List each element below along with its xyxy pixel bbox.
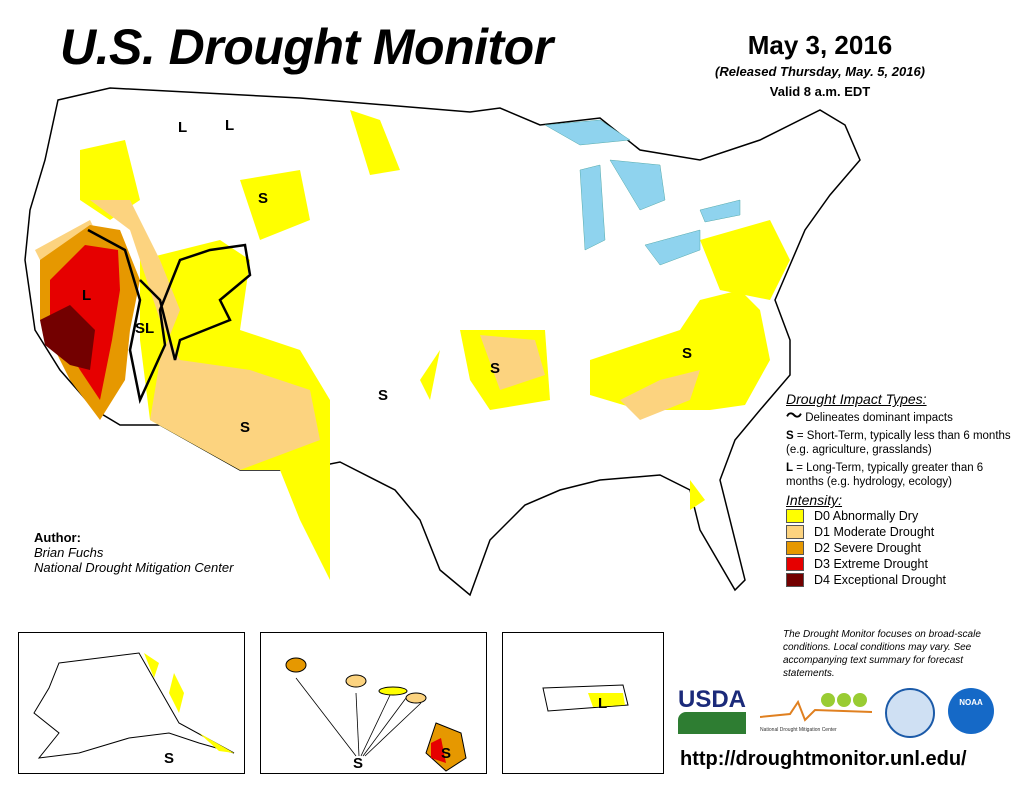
- label-s-hi-1: S: [353, 755, 363, 772]
- impact-boundary: [87, 228, 252, 405]
- author-name: Brian Fuchs: [34, 545, 104, 560]
- legend-d1: D1 Moderate Drought: [786, 525, 1022, 539]
- page-title: U.S. Drought Monitor: [60, 19, 553, 75]
- conus-outline: [24, 87, 861, 597]
- delineates-text: Delineates dominant impacts: [805, 412, 953, 424]
- noaa-logo: NOAA: [948, 688, 994, 734]
- valid-time: Valid 8 a.m. EDT: [769, 84, 871, 99]
- author-block: Author: Brian Fuchs National Drought Mit…: [34, 530, 233, 575]
- label-l-2: L: [225, 117, 234, 134]
- label-s-az: S: [240, 419, 250, 436]
- label-l-ca: L: [82, 287, 91, 304]
- hawaii-inset: S S: [260, 632, 487, 774]
- label-s-hi-2: S: [441, 745, 451, 762]
- label-l-1: L: [178, 119, 187, 136]
- disclaimer: The Drought Monitor focuses on broad-sca…: [783, 629, 981, 679]
- map-date: May 3, 2016: [747, 30, 893, 60]
- d4-areas: [40, 305, 95, 370]
- short-term-key: S: [786, 430, 794, 442]
- long-term-key: L: [786, 462, 794, 474]
- label-s-va: S: [682, 345, 692, 362]
- long-term-text: = Long-Term, typically greater than 6 mo…: [786, 462, 984, 488]
- ndmc-logo: National Drought Mitigation Center: [759, 692, 873, 738]
- commerce-seal-logo: [885, 688, 935, 738]
- label-s-mo: S: [490, 360, 500, 377]
- impact-line-icon: 〜: [786, 408, 803, 425]
- impact-types-title: Drought Impact Types:: [786, 391, 927, 407]
- alaska-inset: S: [18, 632, 245, 774]
- legend-d2: D2 Severe Drought: [786, 541, 1022, 555]
- label-s-ok: S: [378, 387, 388, 404]
- legend-d0: D0 Abnormally Dry: [786, 509, 1022, 523]
- website-url[interactable]: http://droughtmonitor.unl.edu/: [680, 748, 967, 770]
- short-term-text: = Short-Term, typically less than 6 mont…: [786, 430, 1011, 456]
- usda-logo: USDA: [678, 688, 746, 738]
- release-date: (Released Thursday, May. 5, 2016): [714, 64, 926, 79]
- label-s-ak: S: [164, 750, 174, 767]
- label-l-pr: L: [598, 695, 607, 712]
- puerto-rico-inset: L: [502, 632, 664, 774]
- author-label: Author:: [34, 530, 81, 545]
- great-lakes: [544, 119, 741, 266]
- label-sl-nv: SL: [135, 320, 154, 337]
- legend-d3: D3 Extreme Drought: [786, 557, 1022, 571]
- label-s-mt: S: [258, 190, 268, 207]
- legend: Drought Impact Types: 〜 Delineates domin…: [786, 392, 1022, 589]
- intensity-title: Intensity:: [786, 492, 843, 508]
- author-org: National Drought Mitigation Center: [34, 560, 234, 575]
- legend-d4: D4 Exceptional Drought: [786, 573, 1022, 587]
